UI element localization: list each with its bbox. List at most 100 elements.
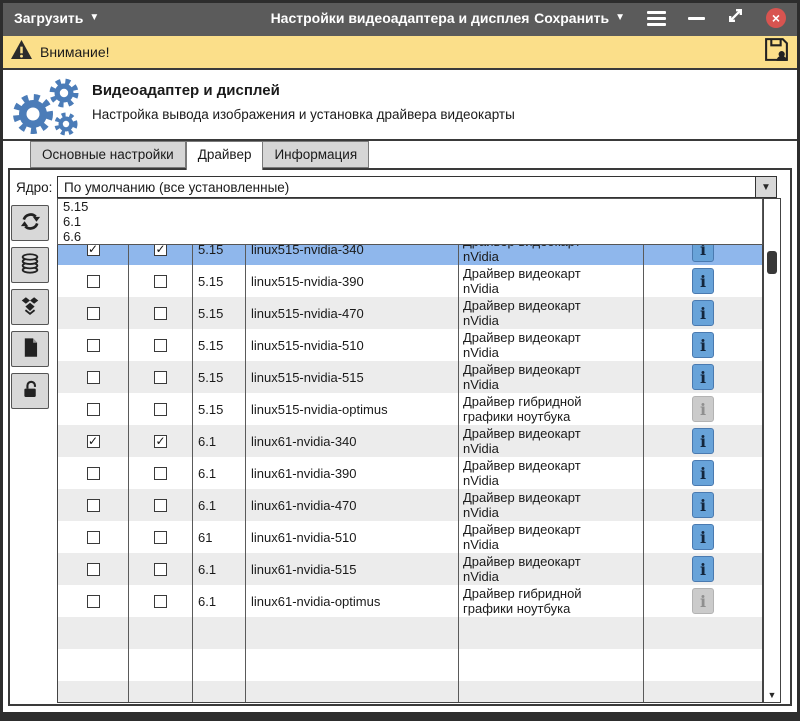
package-cell: [246, 617, 459, 649]
unlock-button[interactable]: [11, 373, 49, 409]
tab-driver[interactable]: Драйвер: [185, 141, 264, 170]
tab-main-settings[interactable]: Основные настройки: [30, 141, 186, 168]
kernel-cell: [193, 617, 246, 649]
page-title: Видеоадаптер и дисплей: [92, 82, 280, 99]
info-button[interactable]: i: [692, 428, 714, 454]
combobox-arrow-icon[interactable]: ▼: [755, 177, 776, 197]
menu-icon[interactable]: [647, 10, 666, 26]
table-row[interactable]: 5.15 linux515-nvidia-510 Драйвер видеокарт…: [58, 329, 762, 361]
database-button[interactable]: [11, 247, 49, 283]
info-button[interactable]: i: [692, 556, 714, 582]
install-checkbox[interactable]: [86, 530, 100, 544]
install-checkbox[interactable]: [86, 274, 100, 288]
table-row[interactable]: 6.1 linux61-nvidia-515 Драйвер видеокарт nV…: [58, 553, 762, 585]
file-icon: [20, 336, 41, 362]
kernel-cell: 5.15: [193, 361, 246, 393]
kernel-dropdown-option[interactable]: 6.1: [63, 214, 82, 229]
info-button[interactable]: i: [692, 460, 714, 486]
table-row[interactable]: ✓ ✓ 6.1 linux61-nvidia-340 Драйвер видеокарт…: [58, 425, 762, 457]
info-button[interactable]: i: [692, 268, 714, 294]
save-menu-button[interactable]: Сохранить ▼: [534, 10, 625, 26]
info-button[interactable]: i: [692, 332, 714, 358]
table-row[interactable]: 61 linux61-nvidia-510 Драйвер видеокарт nVi…: [58, 521, 762, 553]
install-checkbox[interactable]: [86, 370, 100, 384]
save-changes-icon[interactable]: [763, 37, 790, 67]
tab-bar: Основные настройки Драйвер Информация: [30, 141, 370, 170]
package-cell: linux61-nvidia-515: [246, 553, 459, 585]
kernel-cell: [193, 649, 246, 681]
kernel-cell: 61: [193, 521, 246, 553]
page-subtitle: Настройка вывода изображения и установка…: [92, 107, 515, 122]
install-checkbox[interactable]: [86, 466, 100, 480]
info-button: i: [692, 588, 714, 614]
package-cell: linux61-nvidia-optimus: [246, 585, 459, 617]
package-cell: linux515-nvidia-510: [246, 329, 459, 361]
info-button[interactable]: i: [692, 364, 714, 390]
install-checkbox[interactable]: [86, 402, 100, 416]
window-bottom-frame: [0, 712, 800, 721]
select-checkbox[interactable]: ✓: [154, 434, 167, 448]
package-cell: linux515-nvidia-515: [246, 361, 459, 393]
table-row[interactable]: 6.1 linux61-nvidia-390 Драйвер видеокарт nV…: [58, 457, 762, 489]
info-button[interactable]: i: [692, 524, 714, 550]
package-cell: [246, 649, 459, 681]
select-checkbox[interactable]: [154, 338, 167, 352]
load-menu-label: Загрузить: [14, 10, 84, 26]
kernel-dropdown-list: 5.15 6.1 6.6: [57, 198, 763, 245]
maximize-icon[interactable]: [727, 7, 744, 29]
install-checkbox[interactable]: ✓: [86, 434, 100, 448]
table-row[interactable]: 5.15 linux515-nvidia-470 Драйвер видеокарт…: [58, 297, 762, 329]
close-button[interactable]: ×: [766, 8, 786, 28]
table-scrollbar[interactable]: ▼: [763, 198, 781, 703]
kernel-dropdown-option[interactable]: 5.15: [63, 199, 89, 214]
select-checkbox[interactable]: [154, 498, 167, 512]
kernel-combobox-value: По умолчанию (все установленные): [64, 179, 290, 195]
table-row[interactable]: 5.15 linux515-nvidia-optimus Драйвер гибри…: [58, 393, 762, 425]
title-bar: Загрузить ▼ Настройки видеоадаптера и ди…: [0, 0, 800, 36]
tab-information[interactable]: Информация: [263, 141, 370, 168]
packages-button[interactable]: [11, 289, 49, 325]
kernel-combobox[interactable]: По умолчанию (все установленные) ▼: [57, 176, 777, 198]
scrollbar-down-arrow[interactable]: ▼: [767, 690, 777, 700]
warning-label: Внимание!: [40, 44, 110, 60]
select-checkbox[interactable]: [154, 594, 167, 608]
load-menu-button[interactable]: Загрузить ▼: [14, 10, 99, 26]
kernel-cell: 6.1: [193, 425, 246, 457]
package-cell: linux61-nvidia-470: [246, 489, 459, 521]
kernel-dropdown-option[interactable]: 6.6: [63, 229, 82, 244]
select-checkbox[interactable]: [154, 466, 167, 480]
select-checkbox[interactable]: [154, 274, 167, 288]
minimize-button[interactable]: [688, 16, 705, 20]
kernel-cell: 5.15: [193, 265, 246, 297]
table-row[interactable]: 5.15 linux515-nvidia-515 Драйвер видеокарт…: [58, 361, 762, 393]
install-checkbox[interactable]: [86, 594, 100, 608]
chevron-down-icon: ▼: [89, 12, 100, 23]
unlock-icon: [20, 378, 41, 404]
info-button[interactable]: i: [692, 492, 714, 518]
select-checkbox[interactable]: [154, 530, 167, 544]
table-row: [58, 617, 762, 649]
package-cell: linux61-nvidia-510: [246, 521, 459, 553]
save-menu-label: Сохранить: [534, 10, 610, 26]
table-row[interactable]: 5.15 linux515-nvidia-390 Драйвер видеокарт…: [58, 265, 762, 297]
select-checkbox[interactable]: [154, 370, 167, 384]
install-checkbox[interactable]: [86, 562, 100, 576]
file-button[interactable]: [11, 331, 49, 367]
select-checkbox[interactable]: [154, 402, 167, 416]
select-checkbox[interactable]: [154, 562, 167, 576]
select-checkbox[interactable]: [154, 306, 167, 320]
table-row[interactable]: 6.1 linux61-nvidia-470 Драйвер видеокарт nV…: [58, 489, 762, 521]
install-checkbox[interactable]: [86, 306, 100, 320]
table-row[interactable]: 6.1 linux61-nvidia-optimus Драйвер гибридн…: [58, 585, 762, 617]
description-cell: Драйвер гибридной графики ноутбука: [459, 585, 644, 617]
chevron-down-icon: ▼: [615, 12, 625, 23]
info-button[interactable]: i: [692, 300, 714, 326]
scrollbar-thumb[interactable]: [767, 251, 777, 274]
install-checkbox[interactable]: [86, 338, 100, 352]
install-checkbox[interactable]: [86, 498, 100, 512]
refresh-button[interactable]: [11, 205, 49, 241]
